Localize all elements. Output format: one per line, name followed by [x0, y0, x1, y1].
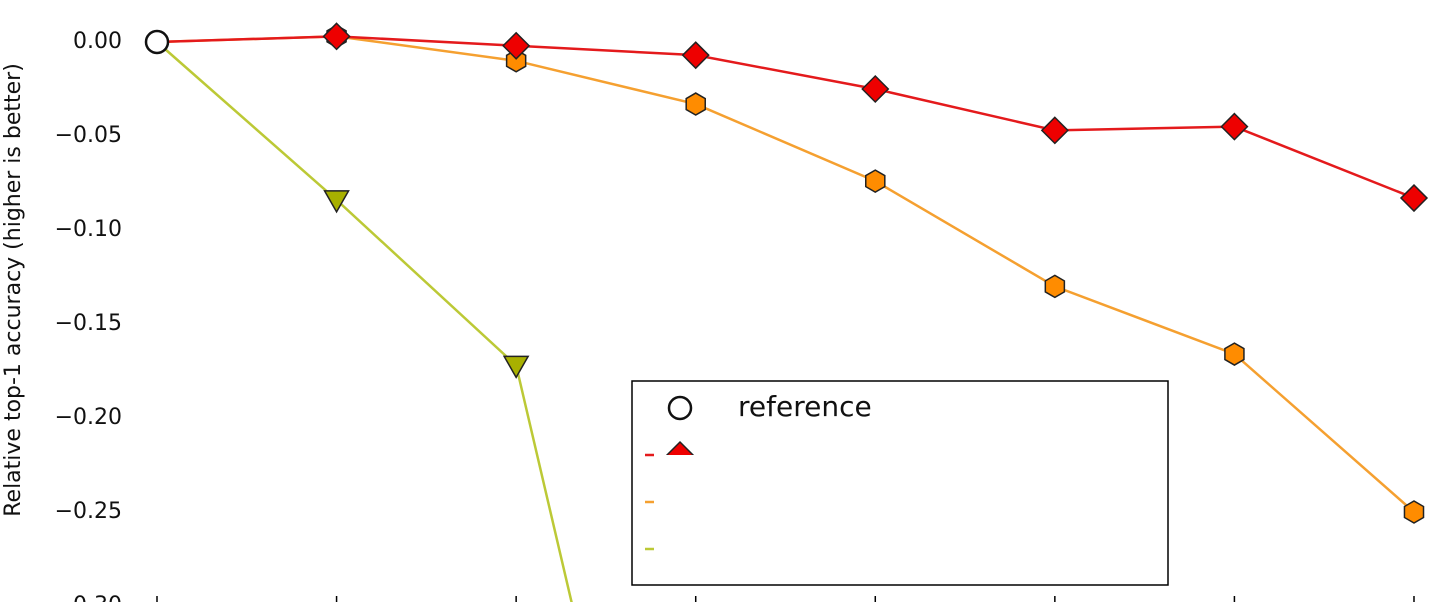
y-tick-label: 0.00 — [73, 29, 122, 54]
legend-marker — [667, 395, 693, 421]
legend-label: reference — [738, 390, 872, 423]
data-point — [1220, 112, 1249, 141]
y-tick-label: −0.25 — [55, 499, 122, 524]
data-point — [865, 169, 886, 193]
y-tick-label: −0.05 — [55, 123, 122, 148]
legend-occluder — [656, 455, 1164, 581]
data-point — [1399, 183, 1429, 213]
data-point — [1040, 116, 1069, 145]
data-point — [681, 41, 710, 70]
y-axis-label: Relative top-1 accuracy (higher is bette… — [1, 63, 26, 517]
legend: reference — [631, 380, 1169, 586]
data-point — [144, 29, 170, 55]
data-point — [323, 190, 350, 214]
data-point — [1403, 500, 1425, 524]
data-point — [502, 355, 530, 379]
series-line — [156, 35, 1415, 200]
data-point — [505, 48, 527, 73]
series-line — [156, 41, 573, 602]
y-tick-label: −0.15 — [55, 311, 122, 336]
data-point — [322, 22, 351, 51]
y-tick-label: −0.30 — [55, 593, 122, 602]
data-point — [861, 74, 890, 104]
series-line — [156, 35, 1415, 513]
plot-area — [144, 22, 1429, 602]
y-tick-label: −0.20 — [55, 405, 122, 430]
y-tick-label: −0.10 — [55, 217, 122, 242]
data-point — [685, 92, 706, 116]
data-point — [1224, 342, 1245, 366]
data-point — [502, 31, 531, 60]
data-point — [1044, 274, 1066, 299]
